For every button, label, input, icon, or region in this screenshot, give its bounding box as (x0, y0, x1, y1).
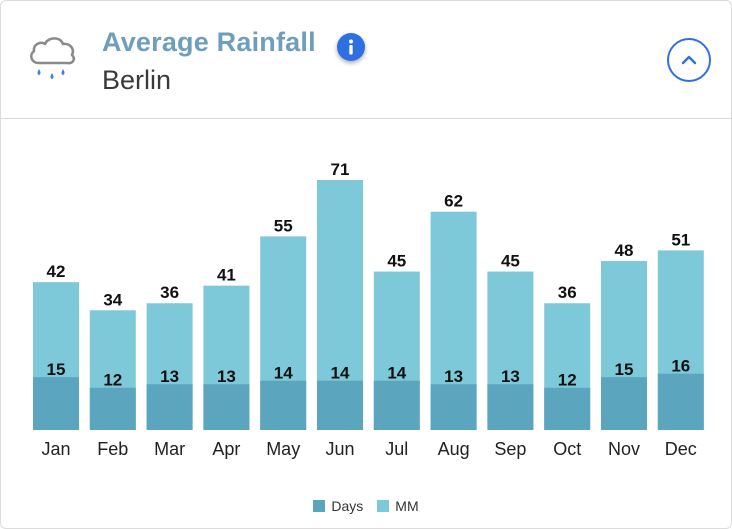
x-tick-label-nov: Nov (608, 439, 640, 459)
card-header: Average Rainfall Berlin (1, 1, 731, 119)
bar-days-sep[interactable] (487, 384, 534, 430)
data-label-mm-dec: 51 (671, 230, 690, 249)
chart-legend: Days MM (1, 498, 731, 514)
rainfall-bar-chart: 42 15 Jan 34 12 Feb 36 13 Mar 41 13 Apr 55 14 May 71 14 J… (33, 160, 704, 459)
data-label-days-jan: 15 (47, 360, 66, 379)
data-label-mm-jan: 42 (47, 262, 66, 281)
collapse-button[interactable] (667, 38, 711, 82)
bar-days-mar[interactable] (146, 384, 193, 430)
legend-item-mm[interactable]: MM (377, 498, 419, 514)
x-tick-label-jul: Jul (385, 439, 408, 459)
bar-days-dec[interactable] (657, 373, 704, 430)
x-tick-label-feb: Feb (97, 439, 128, 459)
bar-days-feb[interactable] (89, 387, 136, 430)
bar-days-apr[interactable] (203, 384, 250, 430)
legend-label-days: Days (331, 498, 364, 514)
data-label-days-mar: 13 (160, 367, 179, 386)
data-label-mm-may: 55 (274, 216, 293, 235)
bar-days-jul[interactable] (373, 380, 420, 430)
x-tick-label-sep: Sep (494, 439, 526, 459)
card-subtitle: Berlin (102, 65, 172, 95)
chart-area: 42 15 Jan 34 12 Feb 36 13 Mar 41 13 Apr 55 14 May 71 14 J… (1, 119, 731, 528)
data-label-days-jun: 14 (331, 364, 350, 383)
data-label-mm-feb: 34 (103, 290, 122, 309)
x-tick-label-may: May (266, 439, 300, 459)
info-icon (349, 39, 353, 55)
info-button[interactable] (337, 33, 365, 61)
data-label-mm-sep: 45 (501, 252, 520, 271)
legend-swatch-days (313, 500, 326, 512)
x-tick-label-mar: Mar (154, 439, 185, 459)
data-label-days-jul: 14 (387, 364, 406, 383)
data-label-days-may: 14 (274, 364, 293, 383)
x-tick-label-jun: Jun (325, 439, 354, 459)
data-label-mm-jul: 45 (387, 252, 406, 271)
card-title: Average Rainfall (102, 27, 316, 57)
bar-days-nov[interactable] (601, 377, 647, 430)
bar-days-aug[interactable] (430, 384, 477, 430)
data-label-mm-jun: 71 (331, 160, 350, 179)
data-label-days-nov: 15 (615, 360, 634, 379)
chevron-up-icon (681, 55, 697, 65)
x-tick-label-dec: Dec (665, 439, 697, 459)
data-label-mm-apr: 41 (217, 266, 236, 285)
data-label-days-feb: 12 (103, 371, 122, 390)
bar-days-jun[interactable] (317, 380, 363, 430)
legend-label-mm: MM (395, 498, 419, 514)
x-tick-label-apr: Apr (212, 439, 240, 459)
data-label-days-dec: 16 (671, 357, 690, 376)
data-label-days-apr: 13 (217, 367, 236, 386)
bar-days-oct[interactable] (544, 387, 591, 430)
bar-days-may[interactable] (260, 380, 307, 430)
data-label-mm-nov: 48 (615, 241, 634, 260)
bar-days-jan[interactable] (33, 377, 79, 430)
data-label-days-sep: 13 (501, 367, 520, 386)
legend-swatch-mm (377, 500, 390, 512)
x-tick-label-aug: Aug (438, 439, 470, 459)
data-label-mm-mar: 36 (160, 283, 179, 302)
x-tick-label-jan: Jan (41, 439, 70, 459)
rain-cloud-icon (29, 37, 76, 79)
data-label-days-aug: 13 (444, 367, 463, 386)
data-label-mm-oct: 36 (558, 283, 577, 302)
x-tick-label-oct: Oct (553, 439, 581, 459)
legend-item-days[interactable]: Days (313, 498, 363, 514)
data-label-mm-aug: 62 (444, 192, 463, 211)
data-label-days-oct: 12 (558, 371, 577, 390)
